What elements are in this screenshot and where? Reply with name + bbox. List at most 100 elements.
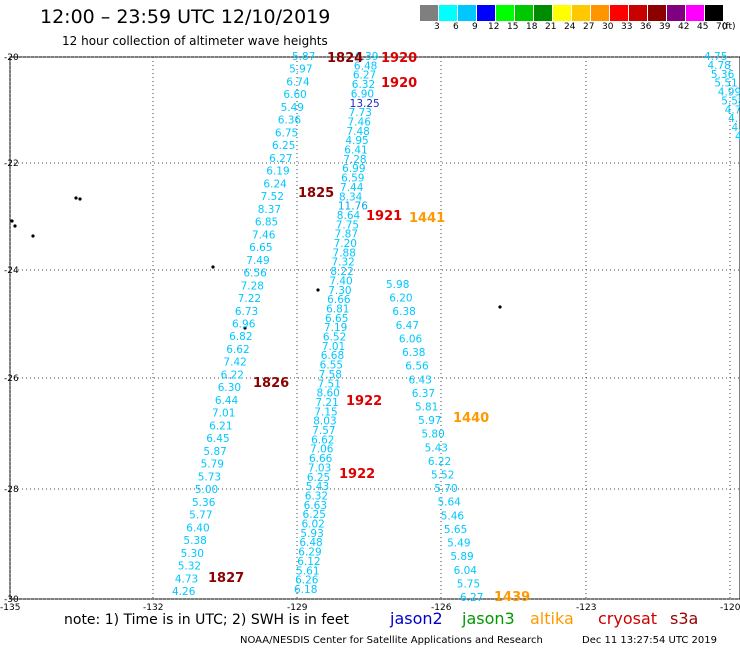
swh-value: 7.49 — [246, 255, 269, 267]
swh-value: 5.75 — [457, 578, 480, 590]
swh-value: 6.32 — [352, 79, 375, 91]
island-dot — [211, 265, 215, 269]
map-grid — [9, 56, 740, 600]
pass-time-label: 1827 — [208, 571, 244, 586]
satellite-name: cryosat — [598, 609, 658, 628]
legend-label: 39 — [659, 22, 671, 32]
swh-value: 8.37 — [258, 204, 281, 216]
swh-value: 5.43 — [306, 481, 329, 493]
swh-value: 6.60 — [283, 89, 306, 101]
pass-time-label: 1441 — [409, 211, 445, 226]
pass-time-label: 1824 — [327, 51, 363, 66]
legend-swatch — [648, 5, 667, 21]
swh-value: 4. — [728, 113, 738, 125]
island-dot — [243, 326, 247, 330]
legend-label: 33 — [621, 22, 633, 32]
swh-value: 5.52 — [431, 470, 454, 482]
pass-time-labels: 1824 1920 1920 1825 1921 1441 1826 1922 1440 1922… — [208, 51, 530, 605]
swh-value: 5.00 — [195, 484, 218, 496]
footer-note: note: 1) Time is in UTC; 2) SWH is in fe… — [64, 612, 350, 628]
swh-value: 6.37 — [412, 388, 435, 400]
lat-tick-label: -28 — [4, 485, 19, 495]
axis-tick-labels: -20 -22 -24 -26 -28 -30-135 -132 -129 -126 -123 -1… — [0, 53, 740, 613]
legend-label: 6 — [453, 22, 459, 32]
swh-value: 6.29 — [298, 547, 321, 559]
swh-value: 6.59 — [341, 173, 364, 185]
swh-value: 6.85 — [255, 217, 278, 229]
swh-value: 6.20 — [389, 293, 412, 305]
legend-label: 27 — [583, 22, 595, 32]
legend-unit: (ft) — [722, 22, 736, 32]
swh-value: 6.18 — [294, 584, 317, 596]
legend-label: 30 — [602, 22, 614, 32]
swh-value: 7.06 — [310, 444, 334, 456]
swh-value: 7.01 — [212, 408, 235, 420]
swh-value: 7.46 — [252, 229, 276, 241]
timestamp-text: Dec 11 13:27:54 UTC 2019 — [582, 635, 717, 646]
swh-value: 5.77 — [189, 510, 212, 522]
legend-swatch — [439, 5, 458, 21]
swh-value: 7.42 — [223, 357, 246, 369]
swh-value: 5.51 — [714, 78, 737, 90]
color-legend-bar — [420, 5, 724, 21]
lat-tick-label: -24 — [4, 266, 19, 276]
swh-value: 5.97 — [418, 415, 441, 427]
swh-value: 7.44 — [340, 182, 364, 194]
swh-value: 6.65 — [249, 242, 272, 254]
swh-value: 6.56 — [405, 361, 429, 373]
legend-swatch — [610, 5, 629, 21]
swh-value: 6.65 — [325, 313, 348, 325]
legend-swatch — [458, 5, 477, 21]
swh-value: 5.87 — [292, 51, 315, 63]
swh-value: 7.88 — [333, 247, 356, 259]
swh-value: 4.75 — [704, 51, 727, 63]
legend-label: 45 — [697, 22, 709, 32]
map-frame — [9, 56, 740, 600]
swh-value: 6.40 — [186, 522, 209, 534]
swh-value: 6.48 — [299, 537, 322, 549]
swh-value: 6.74 — [286, 76, 310, 88]
island-dot — [10, 219, 14, 223]
lon-tick-label: -120 — [720, 603, 740, 613]
swh-value: 7.03 — [308, 462, 331, 474]
swh-value: 6.41 — [344, 145, 367, 157]
legend-label: 12 — [488, 22, 500, 32]
swh-value: 6.66 — [309, 453, 333, 465]
swh-value: 7.32 — [331, 257, 354, 269]
swh-value: 7.21 — [315, 397, 338, 409]
island-markers — [10, 196, 502, 330]
legend-label: 24 — [564, 22, 576, 32]
swh-value: 6.36 — [278, 115, 302, 127]
map-title: 12:00 – 23:59 UTC 12/10/2019 — [40, 6, 331, 28]
swh-value: 8.64 — [337, 210, 361, 222]
pass-time-label: 1920 — [381, 51, 417, 66]
lat-tick-label: -22 — [4, 159, 19, 169]
swh-value: 5.38 — [183, 535, 206, 547]
swh-value: 6.82 — [229, 331, 252, 343]
island-dot — [498, 305, 502, 309]
swh-value: 4.95 — [345, 135, 368, 147]
swh-value: 7.87 — [335, 229, 358, 241]
swh-value: 6.68 — [321, 350, 344, 362]
swh-value: 8.60 — [316, 388, 339, 400]
swh-value: 4. — [735, 131, 740, 143]
swh-value: 4.73 — [175, 573, 198, 585]
swh-value: 7.19 — [324, 322, 347, 334]
pass-time-label: 1922 — [339, 467, 375, 482]
swh-observations: 5.875.976.746.605.496.366.756.256.276.19… — [172, 51, 740, 604]
color-legend-labels: 3 6 9 12 15 18 21 24 27 30 33 36 39 42 45 70 (ft) — [420, 22, 740, 34]
lon-tick-label: -123 — [576, 603, 596, 613]
pass-time-label: 1826 — [253, 376, 289, 391]
swh-value: 7.20 — [334, 238, 357, 250]
swh-value: 6.63 — [304, 500, 327, 512]
swh-value: 6.62 — [226, 344, 249, 356]
swh-value: 6.25 — [272, 140, 295, 152]
swh-value: 5.70 — [434, 483, 457, 495]
swh-value: 5.65 — [444, 524, 467, 536]
swh-value: 6.27 — [460, 592, 483, 604]
swh-value: 6.66 — [327, 294, 351, 306]
swh-value: 6.21 — [209, 420, 232, 432]
swh-value: 7.01 — [322, 341, 345, 353]
swh-value: 5.36 — [711, 69, 735, 81]
